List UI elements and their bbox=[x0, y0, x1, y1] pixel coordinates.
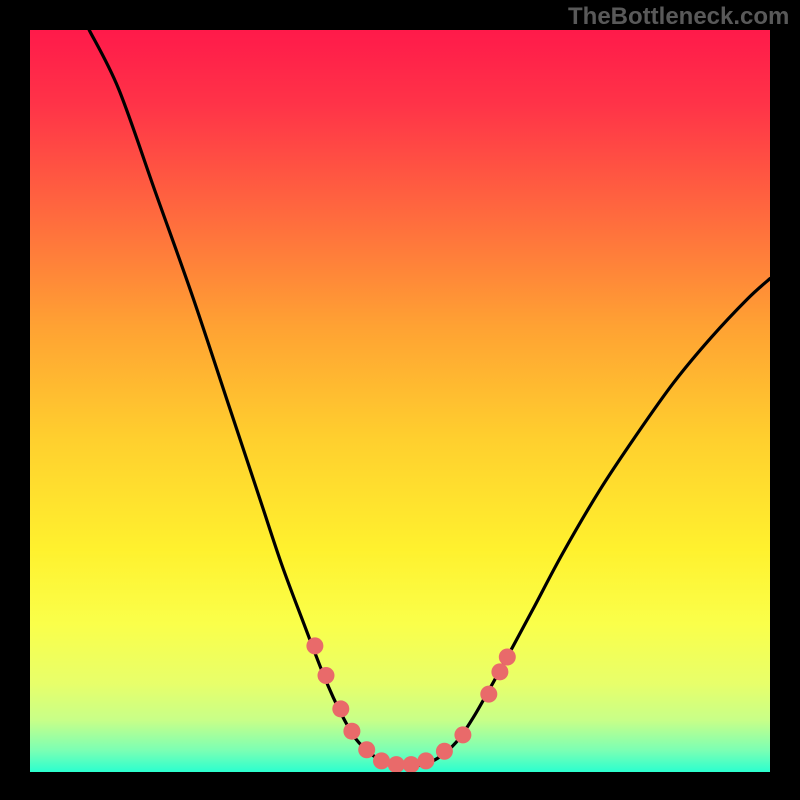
data-marker bbox=[343, 723, 360, 740]
data-marker bbox=[499, 648, 516, 665]
plot-area bbox=[30, 30, 770, 772]
watermark-text: TheBottleneck.com bbox=[568, 3, 789, 31]
data-marker bbox=[373, 752, 390, 769]
data-marker bbox=[332, 700, 349, 717]
data-marker bbox=[454, 726, 471, 743]
data-marker bbox=[480, 686, 497, 703]
data-marker bbox=[417, 752, 434, 769]
data-marker bbox=[318, 667, 335, 684]
data-marker bbox=[358, 741, 375, 758]
chart-frame: TheBottleneck.com bbox=[0, 0, 800, 800]
data-marker bbox=[306, 637, 323, 654]
data-marker bbox=[436, 743, 453, 760]
data-marker bbox=[491, 663, 508, 680]
chart-svg bbox=[30, 30, 770, 772]
